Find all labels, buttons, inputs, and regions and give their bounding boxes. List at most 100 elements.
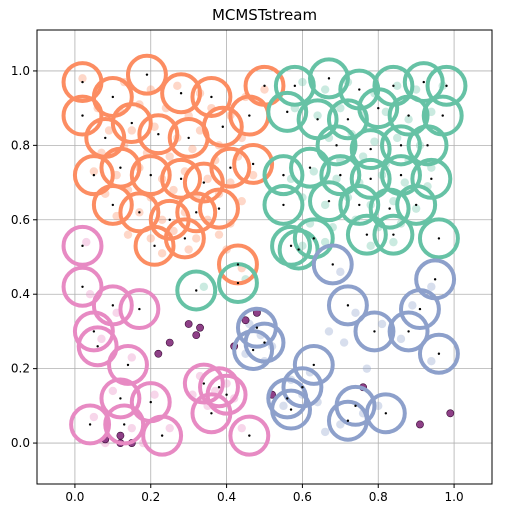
micro-cluster-center [354,404,357,408]
micro-cluster-center [236,263,240,266]
x-tick-label: 0.2 [141,490,160,504]
micro-cluster-center [301,386,304,389]
micro-cluster-center [130,121,133,125]
micro-cluster-center [414,203,418,207]
data-point [150,390,159,399]
data-point [260,85,269,94]
micro-cluster-center [312,363,315,367]
micro-cluster-center [210,95,213,99]
micro-cluster-center [346,304,350,307]
micro-cluster-center [149,400,152,404]
micro-cluster-center [437,237,441,240]
micro-cluster-ring [425,64,468,107]
noise-point [196,323,204,332]
micro-cluster-ring [315,124,358,167]
micro-cluster-center [335,144,338,147]
micro-cluster-ring [338,183,381,226]
micro-cluster-ring [273,64,316,107]
micro-cluster-center [81,244,84,248]
micro-cluster-ring [61,265,104,308]
data-point [427,356,436,366]
micro-cluster-ring [118,191,161,234]
data-point [237,423,246,433]
data-point [89,167,99,176]
micro-cluster-center [422,80,425,84]
data-point [127,353,136,362]
micro-cluster-ring [182,161,225,204]
data-point [108,386,118,396]
micro-cluster-center [202,181,206,184]
micro-cluster-center [123,423,126,426]
micro-cluster-center [316,118,319,121]
plot-content [61,53,468,457]
micro-cluster-ring [417,217,460,260]
micro-cluster-center [399,144,403,147]
data-point [203,174,212,184]
micro-cluster-center [160,434,164,437]
micro-cluster-center [282,173,285,177]
data-point [157,249,167,258]
data-point [324,327,334,336]
micro-cluster-center [153,244,156,248]
noise-point [165,338,174,347]
micro-cluster-ring [417,332,460,375]
data-point [173,81,182,91]
micro-cluster-center [236,281,240,285]
micro-cluster-center [289,244,293,248]
data-point [248,170,258,180]
noise-point [241,316,250,325]
data-point [298,77,307,87]
micro-cluster-ring [198,187,240,230]
micro-cluster-ring [99,377,142,420]
micro-cluster-ring [399,288,441,331]
micro-cluster-ring [232,329,275,371]
micro-cluster-center [369,177,372,181]
micro-cluster-center [88,423,92,426]
x-tick-label: 0.8 [369,490,388,504]
micro-cluster-center [308,166,312,169]
micro-cluster-center [433,278,437,281]
data-point [366,241,375,251]
micro-cluster-center [92,173,96,177]
micro-cluster-center [392,84,395,88]
data-point [127,423,136,433]
data-point [85,290,95,299]
micro-cluster-center [217,386,221,389]
data-point [370,137,379,146]
micro-cluster-ring [137,113,180,156]
micro-cluster-ring [319,154,362,197]
micro-cluster-center [248,114,251,117]
data-point [336,420,345,429]
micro-cluster-ring [349,157,392,200]
data-point [188,144,197,154]
micro-cluster-ring [277,228,320,271]
micro-cluster-ring [326,399,369,442]
micro-cluster-ring [163,217,206,260]
micro-cluster-center [358,88,361,91]
micro-cluster-center [399,173,403,177]
micro-cluster-ring [289,146,331,189]
micro-cluster-ring [141,414,184,457]
micro-cluster-ring [182,362,225,405]
micro-cluster-ring [110,102,153,144]
micro-cluster-center [255,326,259,329]
micro-cluster-ring [262,183,305,226]
data-point [400,178,409,187]
micro-cluster-center [217,207,221,210]
micro-cluster-center [202,382,206,385]
axis-ticks: 0.0 0.2 0.4 0.6 0.8 1.0 0.0 0.2 0.4 0.6 0.8 1.0 [11,64,464,504]
micro-cluster-ring [266,90,309,133]
data-point [336,267,345,277]
micro-cluster-center [104,136,107,140]
micro-cluster-center [346,118,350,121]
micro-cluster-ring [91,183,134,226]
micro-cluster-ring [61,224,104,267]
micro-cluster-center [407,114,410,117]
data-point [199,282,209,291]
micro-cluster-ring [76,325,119,368]
micro-cluster-center [289,408,293,411]
micro-cluster-ring [160,157,203,200]
data-point [97,334,106,344]
